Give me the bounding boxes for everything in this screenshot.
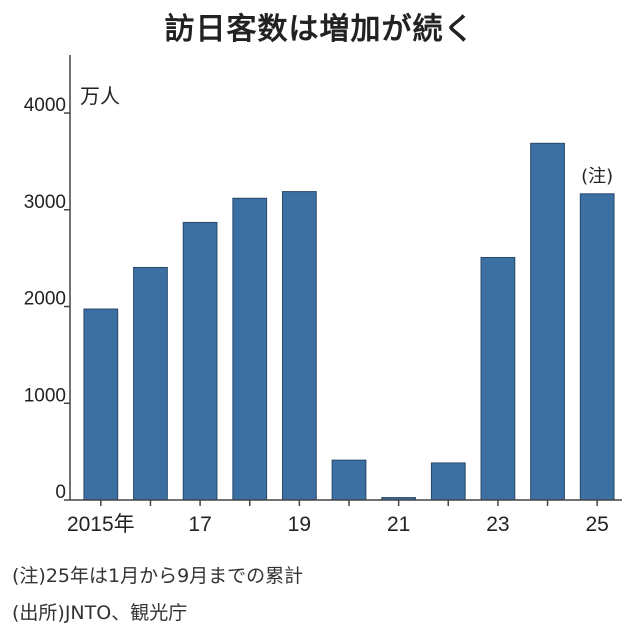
x-tick-label: 2015年	[67, 513, 135, 536]
labels-layer: 0 1000 2000 3000 4000 万人 2015年 17 19 21 23 25 (注)	[24, 84, 613, 536]
x-tick-label: 17	[188, 513, 211, 536]
bar-2015	[83, 308, 119, 501]
bar-2019	[281, 191, 317, 501]
x-tick-label: 19	[288, 513, 311, 536]
axes-layer	[64, 55, 622, 506]
bar-2017	[182, 221, 218, 501]
source-note: (出所)JNTO、観光庁	[12, 602, 188, 624]
bar-2024	[530, 142, 565, 501]
x-tick-label: 23	[486, 513, 509, 536]
y-tick-label: 0	[55, 482, 66, 503]
bar-2020	[331, 459, 367, 501]
y-tick-label: 2000	[24, 289, 66, 310]
x-tick-label: 21	[387, 513, 410, 536]
bars-layer	[83, 142, 615, 501]
footnote: (注)25年は1月から9月までの累計	[12, 565, 304, 587]
bar-2023	[480, 256, 516, 501]
chart-title: 訪日客数は増加が続く	[164, 12, 475, 47]
x-tick-label: 25	[586, 513, 609, 536]
y-tick-label: 4000	[24, 95, 66, 116]
bar-2025	[579, 193, 615, 501]
bar-2016	[133, 266, 168, 501]
y-unit-label: 万人	[80, 84, 120, 108]
bar-2018	[232, 197, 268, 501]
y-tick-label: 1000	[24, 385, 66, 406]
bar-annotation: (注)	[581, 166, 613, 187]
y-tick-label: 3000	[24, 192, 66, 213]
bar-2022	[430, 462, 466, 501]
